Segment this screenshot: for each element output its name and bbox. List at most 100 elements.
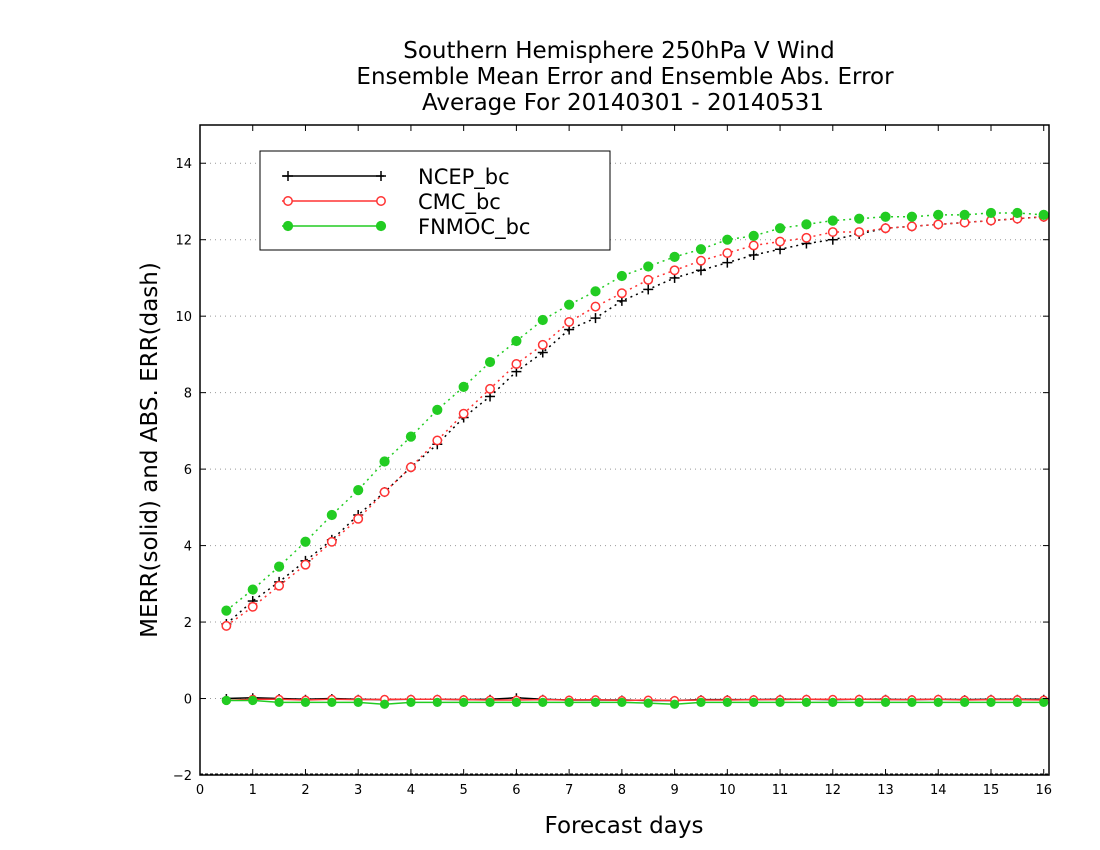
- legend-label: CMC_bc: [418, 190, 501, 215]
- filled-circle-marker: [379, 456, 390, 467]
- x-tick-label: 4: [407, 783, 415, 798]
- plot-frame: [199, 124, 1050, 776]
- open-circle-marker: [485, 383, 495, 394]
- open-circle-marker: [775, 236, 786, 247]
- x-tick-label: 2: [301, 783, 309, 798]
- open-circle-marker: [880, 223, 891, 234]
- filled-circle-marker: [774, 223, 786, 234]
- filled-circle-marker: [986, 697, 996, 707]
- y-tick-label: −2: [173, 769, 192, 784]
- x-tick-label: 5: [460, 783, 468, 798]
- plus-marker: [748, 250, 759, 260]
- filled-circle-marker: [458, 381, 469, 393]
- filled-circle-marker: [221, 605, 232, 616]
- plus-marker: [695, 265, 706, 276]
- filled-circle-marker: [537, 314, 548, 326]
- title-line-1: Southern Hemisphere 250hPa V Wind: [403, 38, 834, 64]
- filled-circle-marker: [511, 335, 522, 347]
- open-circle-marker: [537, 339, 548, 350]
- open-circle-marker: [432, 435, 443, 446]
- filled-circle-marker: [406, 697, 416, 707]
- open-circle-marker: [405, 462, 416, 473]
- filled-circle-marker: [1039, 697, 1049, 707]
- filled-circle-marker: [695, 244, 707, 255]
- plus-marker: [722, 257, 733, 268]
- filled-circle-marker: [933, 697, 943, 707]
- x-tick-label: 7: [565, 783, 573, 798]
- filled-circle-marker: [959, 697, 970, 707]
- x-tick-label: 8: [618, 783, 626, 798]
- filled-circle-marker: [326, 509, 337, 521]
- filled-circle-marker: [300, 536, 311, 547]
- open-circle-marker: [221, 620, 232, 631]
- filled-circle-marker: [484, 356, 496, 368]
- open-circle-marker: [458, 408, 469, 419]
- filled-circle-marker: [748, 230, 759, 241]
- open-circle-marker: [933, 219, 944, 230]
- filled-circle-marker: [722, 234, 733, 245]
- filled-circle-marker: [353, 485, 364, 496]
- filled-circle-marker: [749, 697, 759, 707]
- open-circle-marker: [376, 196, 386, 206]
- filled-circle-marker: [485, 697, 495, 707]
- filled-circle-marker: [379, 699, 390, 709]
- filled-circle-marker: [1038, 209, 1049, 220]
- filled-circle-marker: [616, 270, 627, 282]
- abs-error-line: [225, 216, 1044, 627]
- x-tick-label: 9: [670, 783, 678, 798]
- filled-circle-marker: [643, 698, 653, 708]
- filled-circle-marker: [432, 404, 443, 415]
- y-tick-label: 12: [175, 234, 192, 249]
- open-circle-marker: [801, 232, 812, 243]
- y-tick-label: 4: [184, 540, 192, 555]
- open-circle-marker: [511, 359, 522, 369]
- open-circle-marker: [353, 513, 364, 524]
- filled-circle-marker: [274, 697, 284, 707]
- filled-circle-marker: [538, 697, 548, 707]
- x-tick-label: 0: [196, 783, 204, 798]
- open-circle-marker: [748, 240, 759, 251]
- legend-entry: CMC_bc: [282, 190, 501, 215]
- open-circle-marker: [616, 288, 627, 299]
- filled-circle-marker: [933, 209, 944, 220]
- open-circle-marker: [274, 580, 285, 591]
- legend-label: NCEP_bc: [418, 165, 510, 190]
- filled-circle-marker: [564, 299, 575, 310]
- x-tick-label: 16: [1035, 783, 1052, 798]
- legend-entry: FNMOC_bc: [282, 215, 530, 240]
- open-circle-marker: [379, 487, 390, 498]
- open-circle-marker: [669, 265, 680, 276]
- y-tick-label: 14: [175, 157, 192, 172]
- filled-circle-marker: [959, 209, 970, 220]
- filled-circle-marker: [696, 697, 706, 707]
- filled-circle-marker: [617, 697, 627, 707]
- filled-circle-marker: [564, 697, 574, 707]
- chart-title: Southern Hemisphere 250hPa V Wind Ensemb…: [356, 38, 894, 116]
- filled-circle-marker: [511, 697, 522, 707]
- title-line-2: Ensemble Mean Error and Ensemble Abs. Er…: [356, 64, 894, 90]
- x-tick-label: 3: [354, 783, 362, 798]
- filled-circle-marker: [590, 697, 601, 707]
- mean-error-line: [226, 698, 1044, 702]
- filled-circle-marker: [282, 220, 294, 232]
- open-circle-marker: [283, 196, 293, 206]
- x-tick-label: 11: [772, 783, 789, 798]
- filled-circle-marker: [327, 697, 337, 707]
- filled-circle-marker: [1012, 207, 1023, 219]
- open-circle-marker: [906, 221, 917, 232]
- abs-error-line: [225, 216, 1044, 625]
- open-circle-marker: [696, 255, 706, 266]
- filled-circle-marker: [906, 211, 917, 222]
- y-tick-label: 6: [184, 463, 192, 478]
- abs-error-line: [225, 212, 1044, 612]
- plus-marker: [376, 171, 386, 181]
- series-FNMOC_bc: [221, 207, 1049, 709]
- open-circle-marker: [247, 601, 258, 612]
- open-circle-marker: [854, 227, 865, 238]
- x-tick-label: 13: [877, 783, 894, 798]
- y-axis-label: MERR(solid) and ABS. ERR(dash): [137, 262, 163, 638]
- title-line-3: Average For 20140301 - 20140531: [422, 90, 824, 116]
- filled-circle-marker: [722, 697, 732, 707]
- filled-circle-marker: [1012, 697, 1023, 707]
